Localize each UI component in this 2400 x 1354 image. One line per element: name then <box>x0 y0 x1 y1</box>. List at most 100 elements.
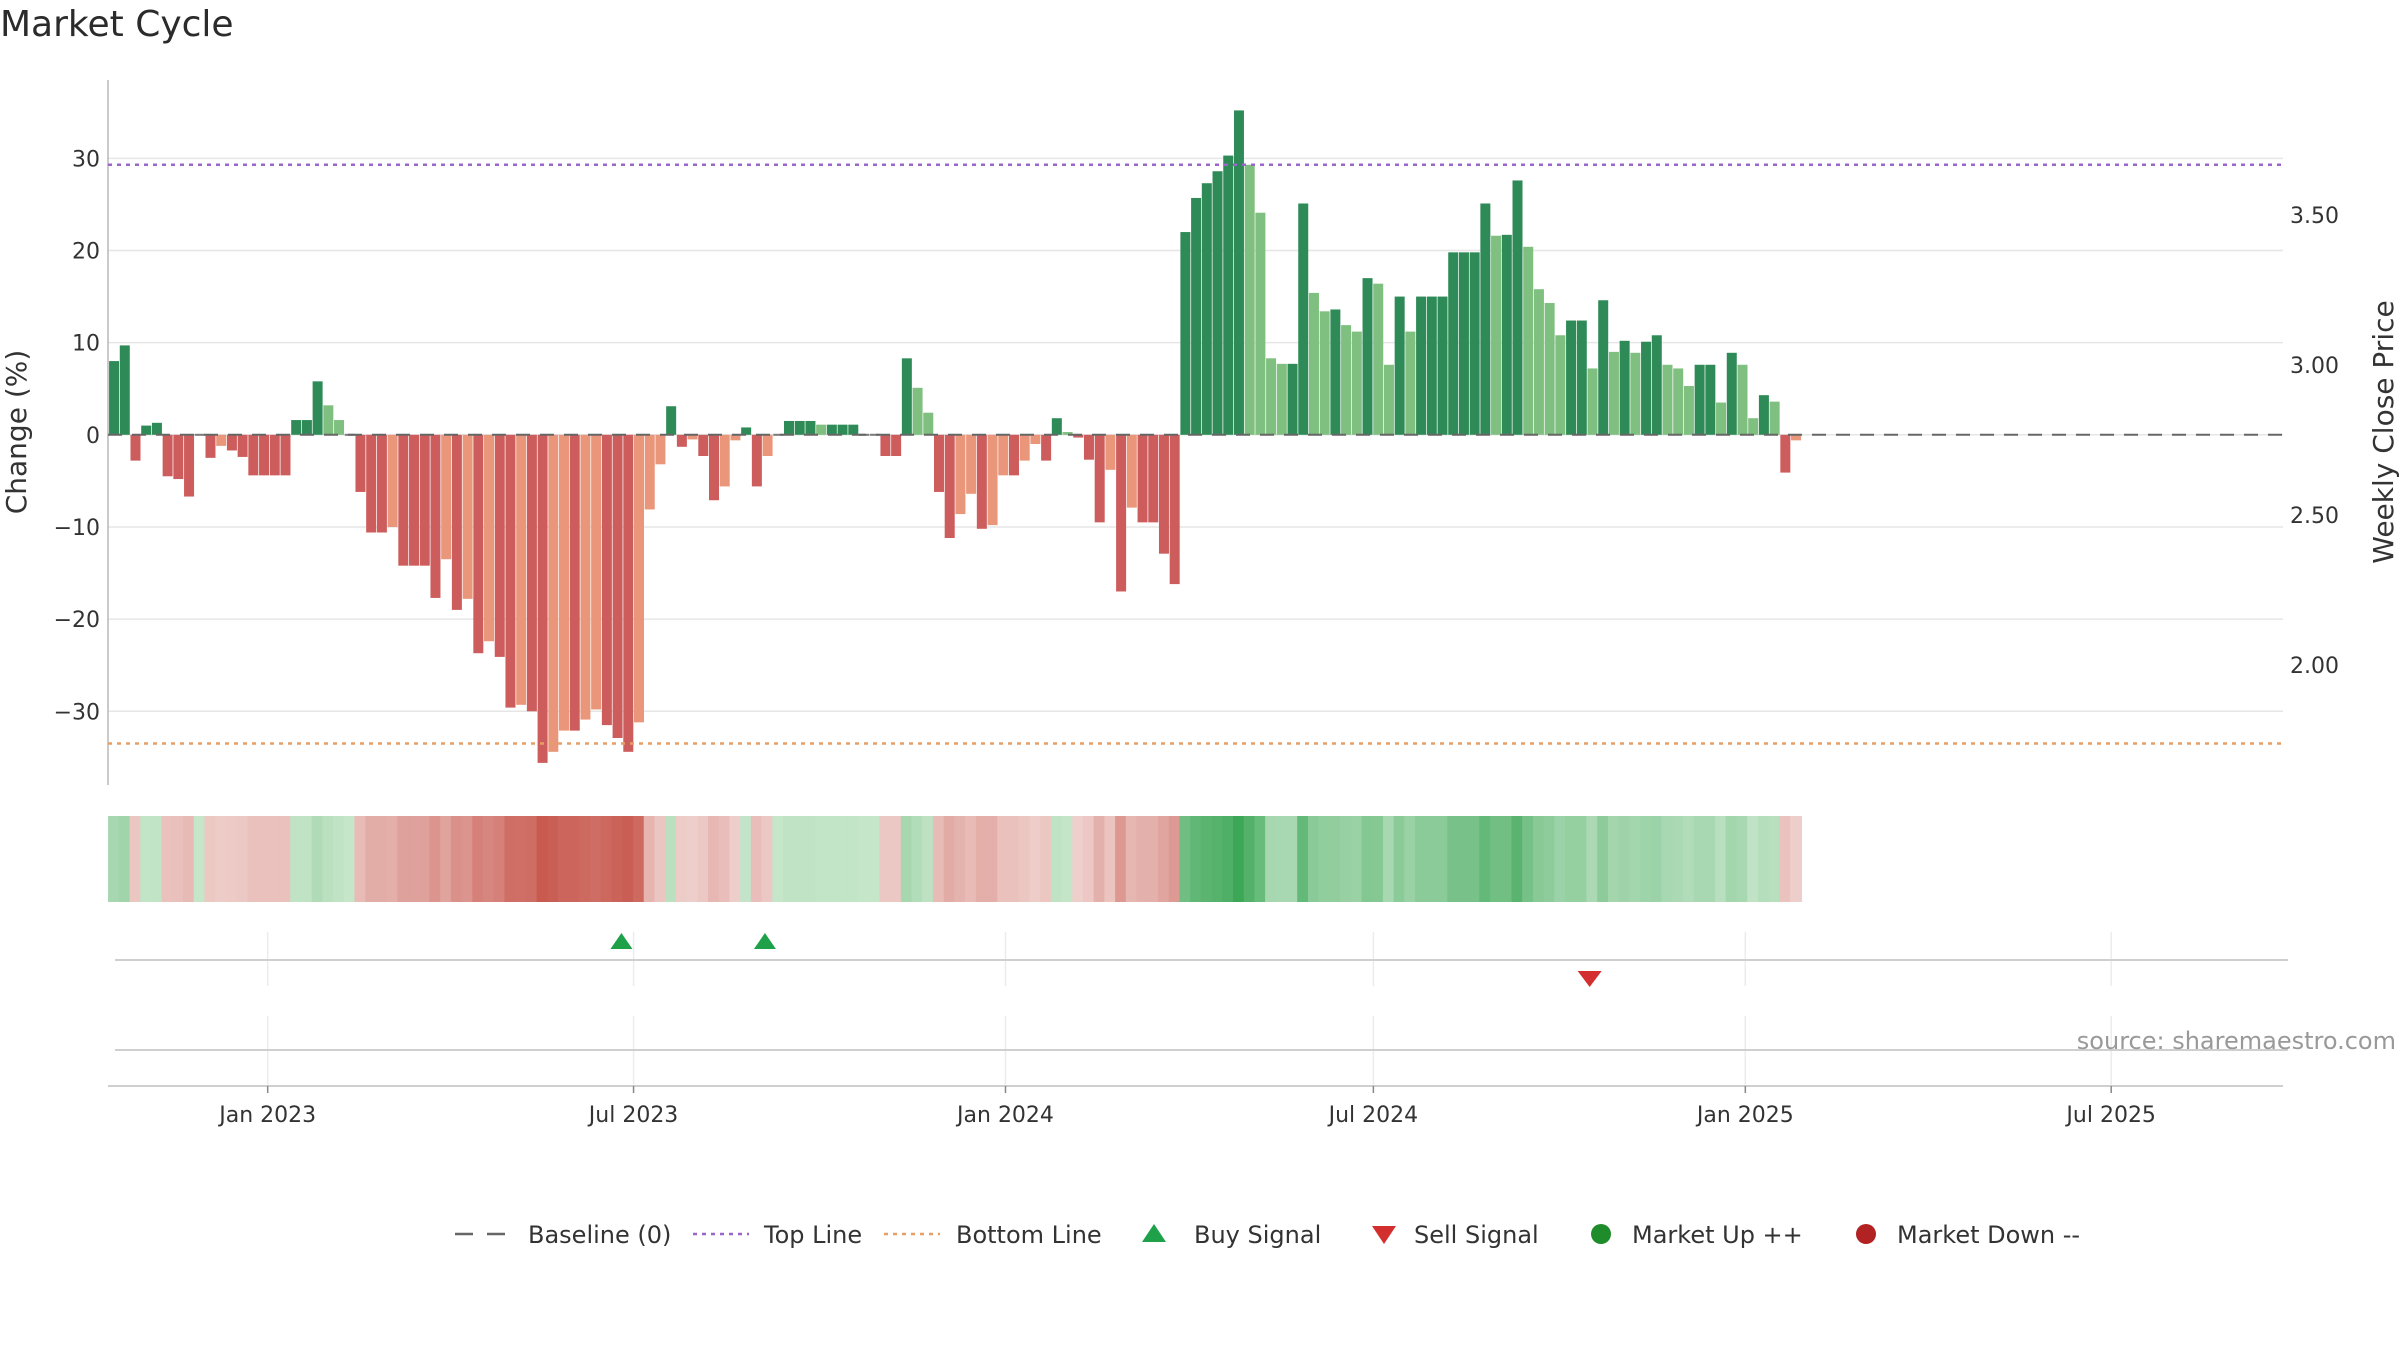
heat-cell <box>729 816 742 902</box>
bar <box>1641 341 1652 435</box>
heat-cell <box>258 816 271 902</box>
heat-cell <box>1618 816 1631 902</box>
bar <box>494 434 505 657</box>
heat-cell <box>1554 816 1567 902</box>
bar <box>1726 352 1737 435</box>
bar <box>1683 385 1694 435</box>
bar <box>366 434 377 533</box>
bar <box>644 434 655 510</box>
bar <box>1705 364 1716 435</box>
heat-cell <box>1082 816 1095 902</box>
bar <box>226 434 237 451</box>
heat-cell <box>1565 816 1578 902</box>
heat-cell <box>836 816 849 902</box>
bar <box>1673 368 1684 435</box>
bar <box>1608 351 1619 435</box>
bar <box>751 434 762 487</box>
bar <box>719 434 730 487</box>
heat-cell <box>493 816 506 902</box>
bar <box>1373 283 1384 435</box>
heat-cell <box>418 816 431 902</box>
heat-cell <box>879 816 892 902</box>
heat-cell <box>1211 816 1224 902</box>
bar <box>162 434 173 477</box>
heat-cell <box>1393 816 1406 902</box>
bar <box>944 434 955 539</box>
heat-cell <box>1125 816 1138 902</box>
bar <box>1308 292 1319 435</box>
heat-cell <box>183 816 196 902</box>
bar <box>398 434 409 566</box>
heat-cell <box>1232 816 1245 902</box>
heat-cell <box>118 816 131 902</box>
heat-cell <box>1490 816 1503 902</box>
heat-cell <box>1704 816 1717 902</box>
heat-cell <box>1500 816 1513 902</box>
bar <box>419 434 430 566</box>
bar <box>1233 110 1244 435</box>
bar <box>794 420 805 435</box>
heat-cell <box>386 816 399 902</box>
heat-cell <box>268 816 281 902</box>
bar <box>248 434 259 476</box>
bar <box>559 434 570 731</box>
bar <box>923 412 934 435</box>
y2-tick-label: 3.50 <box>2290 204 2339 229</box>
bar <box>1094 434 1105 523</box>
bar <box>1566 320 1577 435</box>
heat-cell <box>547 816 560 902</box>
bar <box>1383 364 1394 435</box>
legend-label: Sell Signal <box>1414 1221 1539 1249</box>
bar <box>1469 252 1480 435</box>
heat-cell <box>1597 816 1610 902</box>
x-tick-label: Jul 2024 <box>1327 1103 1419 1128</box>
bar <box>666 406 677 435</box>
heat-cell <box>225 816 238 902</box>
bar <box>601 434 612 726</box>
bar <box>473 434 484 654</box>
heat-cell <box>665 816 678 902</box>
heat-cell <box>1532 816 1545 902</box>
bar <box>301 420 312 435</box>
heat-cell <box>793 816 806 902</box>
bar <box>1651 335 1662 435</box>
bar <box>634 434 645 723</box>
heat-cell <box>1147 816 1160 902</box>
bar <box>709 434 720 501</box>
heat-cell <box>1061 816 1074 902</box>
heat-cell <box>236 816 249 902</box>
heat-cell <box>922 816 935 902</box>
heat-cell <box>375 816 388 902</box>
legend-label: Market Down -- <box>1897 1221 2080 1249</box>
heat-cell <box>1297 816 1310 902</box>
heat-cell <box>558 816 571 902</box>
heat-cell <box>1468 816 1481 902</box>
bar <box>441 434 452 560</box>
bar <box>1512 180 1523 435</box>
bar <box>623 434 634 752</box>
heat-cell <box>450 816 463 902</box>
bar <box>1501 234 1512 435</box>
heat-cell <box>568 816 581 902</box>
bar <box>1362 278 1373 435</box>
heat-cell <box>1586 816 1599 902</box>
bar <box>1062 432 1073 435</box>
heat-cell <box>525 816 538 902</box>
bar <box>655 434 666 465</box>
bar <box>184 434 195 497</box>
bar <box>430 434 441 598</box>
bar <box>1598 300 1609 435</box>
bar <box>1587 368 1598 435</box>
x-tick-label: Jul 2023 <box>587 1103 679 1128</box>
bar <box>1105 434 1116 470</box>
heat-cell <box>1157 816 1170 902</box>
heat-cell <box>472 816 485 902</box>
heat-cell <box>483 816 496 902</box>
bar <box>1448 252 1459 435</box>
bar <box>1555 335 1566 435</box>
heat-cell <box>697 816 710 902</box>
heat-cell <box>1179 816 1192 902</box>
heat-cell <box>247 816 260 902</box>
legend-label: Market Up ++ <box>1632 1221 1803 1249</box>
legend-market-down-icon <box>1856 1224 1876 1244</box>
